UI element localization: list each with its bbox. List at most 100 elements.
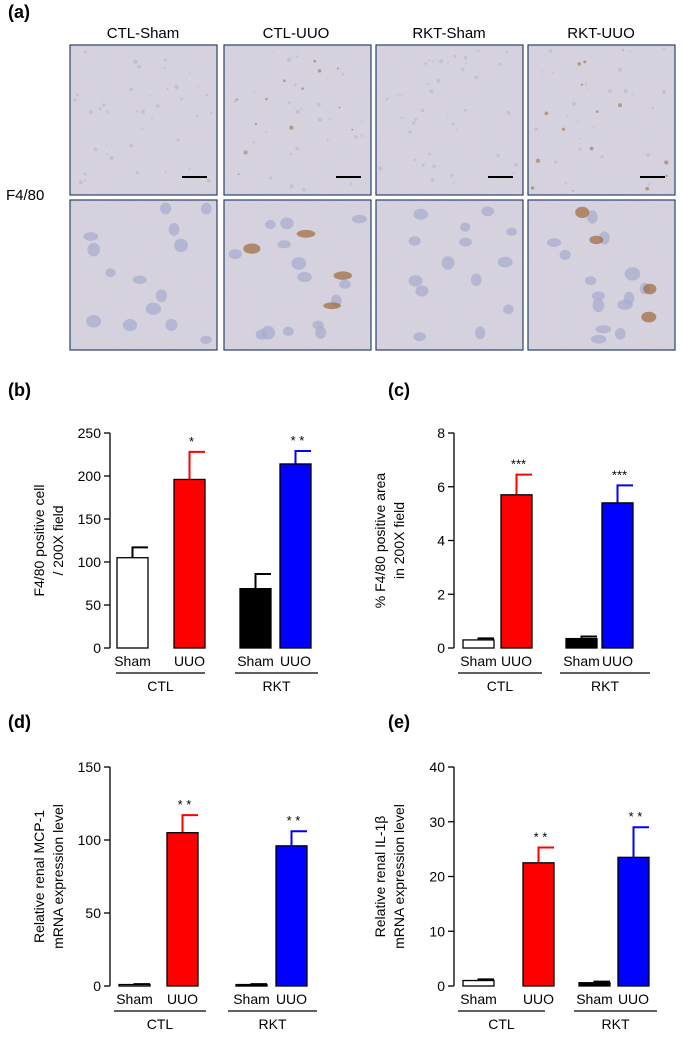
chart-e-category-label: Sham (576, 991, 613, 1007)
chart-c-y-label: % F4/80 positive area (372, 473, 388, 609)
chart-c-group-label: RKT (591, 678, 619, 694)
chart-c-y-tick-label: 6 (437, 479, 445, 495)
chart-b-bar (116, 557, 149, 649)
chart-e-y-tick-label: 0 (437, 978, 445, 994)
micrograph-r1-c4 (527, 44, 676, 196)
micrograph-r2-c1 (69, 199, 218, 351)
chart-e-letter: (e) (388, 712, 410, 732)
chart-d-category-label: UUO (276, 991, 307, 1007)
chart-e-group-label: RKT (602, 1016, 630, 1032)
chart-e-significance: * * (534, 829, 548, 844)
chart-c-group-label: CTL (487, 678, 514, 694)
chart-e-bar (462, 979, 495, 987)
chart-b-y-tick-label: 50 (85, 597, 101, 613)
chart-e-bar (522, 862, 555, 987)
chart-c: (c) 0 2 4 6 8 % F4/80 positive area in 200X fie… (372, 380, 650, 694)
chart-d-y-label: Relative renal MCP-1 (31, 810, 47, 943)
chart-c-y-tick-label: 0 (437, 640, 445, 656)
chart-e-y-tick-label: 40 (429, 759, 445, 775)
chart-b-bar (239, 588, 272, 649)
chart-c-y-tick-label: 4 (437, 533, 445, 549)
chart-b-significance: * (189, 434, 194, 449)
chart-e-group-label: CTL (488, 1016, 515, 1032)
chart-c-significance: *** (612, 467, 627, 482)
micrograph-r1-c2 (223, 44, 372, 196)
chart-b-category-label: UUO (280, 653, 311, 669)
chart-c-bar (500, 494, 533, 649)
chart-d-y-tick-label: 100 (78, 832, 102, 848)
micrograph-r2-c2 (223, 199, 372, 351)
chart-d-bar (235, 983, 268, 987)
chart-b-group-label: RKT (263, 678, 291, 694)
chart-c-y-tick-label: 8 (437, 425, 445, 441)
chart-c-category-label: UUO (501, 653, 532, 669)
chart-d-category-label: Sham (233, 991, 270, 1007)
chart-b-category-label: UUO (174, 653, 205, 669)
chart-d: (d) 0 50 100 150 Relative renal MCP-1 mRNA exp… (8, 712, 317, 1032)
chart-b-y-label: / 200X field (50, 505, 66, 575)
chart-e-bar (578, 982, 611, 987)
chart-c-bar (601, 502, 634, 649)
chart-c-y-label: in 200X field (391, 502, 407, 579)
micrograph-r1-c3 (375, 44, 524, 196)
chart-d-y-tick-label: 150 (78, 759, 102, 775)
micrograph-r2-c4 (527, 199, 676, 351)
chart-b-category-label: Sham (237, 653, 274, 669)
chart-e-significance: * * (629, 809, 643, 824)
chart-b-category-label: Sham (114, 653, 151, 669)
chart-b-y-tick-label: 0 (93, 640, 101, 656)
micrograph-r1-c1 (69, 44, 218, 196)
chart-d-category-label: UUO (167, 991, 198, 1007)
chart-b-y-tick-label: 200 (78, 468, 102, 484)
chart-d-bar (166, 832, 199, 987)
chart-e-category-label: UUO (618, 991, 649, 1007)
chart-d-y-tick-label: 0 (93, 978, 101, 994)
chart-c-category-label: Sham (563, 653, 600, 669)
chart-e-y-tick-label: 20 (429, 869, 445, 885)
chart-d-significance: * * (287, 813, 301, 828)
micrograph-r2-c3 (375, 199, 524, 351)
chart-b-significance: * * (291, 433, 305, 448)
column-label-rkt-uuo: RKT-UUO (567, 25, 635, 42)
chart-c-category-label: Sham (460, 653, 497, 669)
chart-c-category-label: UUO (602, 653, 633, 669)
chart-d-letter: (d) (8, 712, 31, 732)
chart-b-bar (279, 463, 312, 649)
chart-c-bar (462, 639, 495, 649)
chart-d-category-label: Sham (116, 991, 153, 1007)
chart-e-y-tick-label: 10 (429, 923, 445, 939)
chart-e: (e) 0 10 20 30 40 Relative renal IL-1β mRNA exp… (372, 712, 657, 1032)
chart-c-y-tick-label: 2 (437, 586, 445, 602)
chart-d-y-label: mRNA expression level (50, 804, 66, 949)
chart-b-letter: (b) (8, 380, 31, 400)
chart-d-bar (118, 983, 151, 987)
micrograph-grid (69, 44, 676, 351)
chart-d-bar (275, 845, 308, 987)
chart-b-y-tick-label: 250 (78, 425, 102, 441)
chart-e-category-label: UUO (523, 991, 554, 1007)
chart-b-group-label: CTL (147, 678, 174, 694)
chart-d-significance: * * (178, 797, 192, 812)
row-label-f4-80: F4/80 (6, 187, 44, 204)
chart-d-group-label: RKT (259, 1016, 287, 1032)
chart-c-bar (565, 637, 598, 649)
chart-b-bar (173, 478, 206, 649)
chart-e-bar (617, 856, 650, 987)
chart-e-y-label: Relative renal IL-1β (372, 816, 388, 938)
chart-e-y-tick-label: 30 (429, 814, 445, 830)
column-label-ctl-sham: CTL-Sham (107, 25, 180, 42)
chart-c-significance: *** (511, 457, 526, 472)
chart-c-letter: (c) (388, 380, 410, 400)
chart-b-y-tick-label: 100 (78, 554, 102, 570)
panel-a-letter: (a) (8, 2, 30, 22)
column-label-ctl-uuo: CTL-UUO (263, 25, 330, 42)
chart-e-y-label: mRNA expression level (391, 804, 407, 949)
chart-b: (b) 0 50 100 150 200 250 F4/80 positive cell/ 2… (8, 380, 318, 694)
chart-b-y-label: F4/80 positive cell (31, 484, 47, 596)
column-label-rkt-sham: RKT-Sham (412, 25, 485, 42)
chart-d-y-tick-label: 50 (85, 905, 101, 921)
chart-e-category-label: Sham (460, 991, 497, 1007)
chart-d-group-label: CTL (147, 1016, 174, 1032)
chart-b-y-tick-label: 150 (78, 511, 102, 527)
